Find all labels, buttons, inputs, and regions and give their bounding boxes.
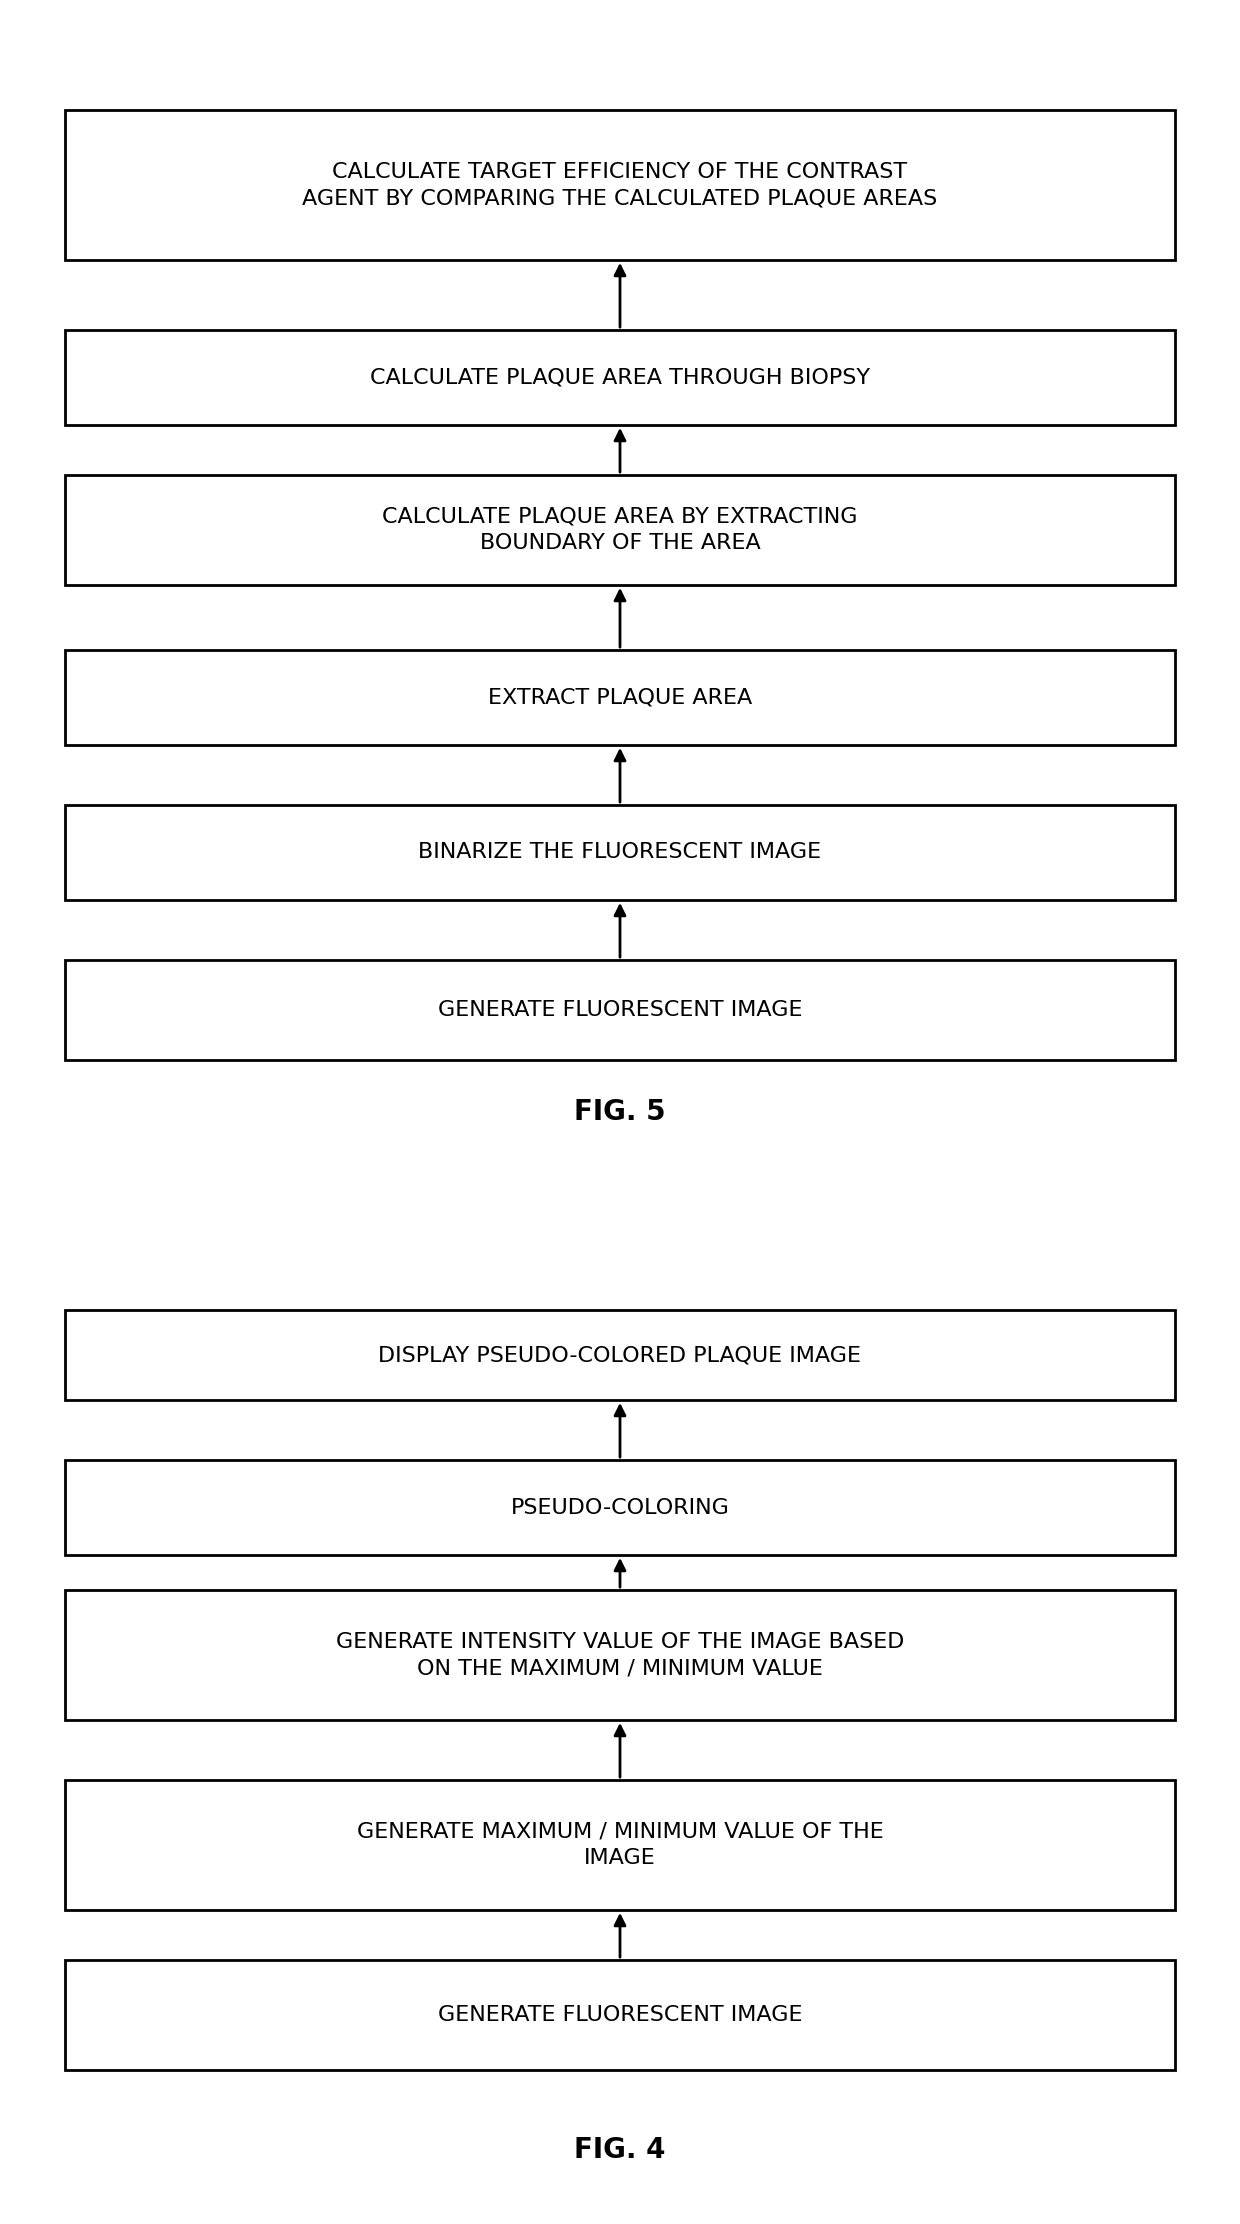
Text: PSEUDO-COLORING: PSEUDO-COLORING — [511, 1497, 729, 1517]
Text: EXTRACT PLAQUE AREA: EXTRACT PLAQUE AREA — [487, 687, 753, 707]
Bar — [64, 1310, 1176, 1399]
Text: BINARIZE THE FLUORESCENT IMAGE: BINARIZE THE FLUORESCENT IMAGE — [418, 843, 822, 863]
Text: FIG. 5: FIG. 5 — [574, 1099, 666, 1125]
Text: GENERATE INTENSITY VALUE OF THE IMAGE BASED
ON THE MAXIMUM / MINIMUM VALUE: GENERATE INTENSITY VALUE OF THE IMAGE BA… — [336, 1632, 904, 1679]
Bar — [64, 476, 1176, 585]
Bar — [64, 649, 1176, 745]
Bar — [64, 1590, 1176, 1719]
Bar — [64, 961, 1176, 1061]
Text: DISPLAY PSEUDO-COLORED PLAQUE IMAGE: DISPLAY PSEUDO-COLORED PLAQUE IMAGE — [378, 1346, 862, 1366]
Text: CALCULATE PLAQUE AREA BY EXTRACTING
BOUNDARY OF THE AREA: CALCULATE PLAQUE AREA BY EXTRACTING BOUN… — [382, 507, 858, 554]
Bar — [64, 1959, 1176, 2071]
Bar — [64, 109, 1176, 260]
Text: CALCULATE PLAQUE AREA THROUGH BIOPSY: CALCULATE PLAQUE AREA THROUGH BIOPSY — [370, 367, 870, 387]
Bar — [64, 329, 1176, 425]
Bar — [64, 805, 1176, 901]
Text: GENERATE FLUORESCENT IMAGE: GENERATE FLUORESCENT IMAGE — [438, 1001, 802, 1021]
Text: FIG. 4: FIG. 4 — [574, 2135, 666, 2164]
Text: GENERATE FLUORESCENT IMAGE: GENERATE FLUORESCENT IMAGE — [438, 2006, 802, 2026]
Bar — [64, 1459, 1176, 1555]
Text: CALCULATE TARGET EFFICIENCY OF THE CONTRAST
AGENT BY COMPARING THE CALCULATED PL: CALCULATE TARGET EFFICIENCY OF THE CONTR… — [303, 162, 937, 209]
Text: GENERATE MAXIMUM / MINIMUM VALUE OF THE
IMAGE: GENERATE MAXIMUM / MINIMUM VALUE OF THE … — [357, 1821, 883, 1868]
Bar — [64, 1779, 1176, 1910]
